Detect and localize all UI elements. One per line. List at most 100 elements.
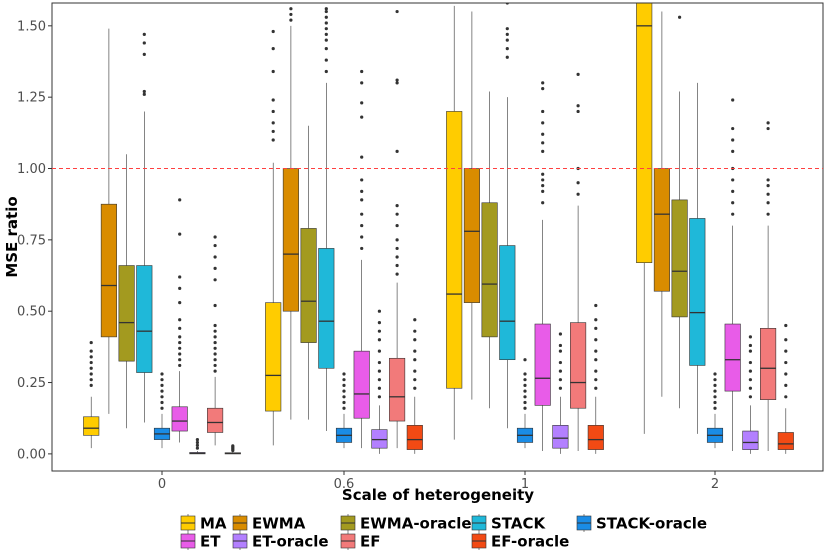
outlier-point (558, 386, 563, 390)
outlier-point (766, 126, 770, 131)
outlier-point (395, 212, 399, 216)
outlier-point (271, 138, 275, 142)
outlier-point (271, 29, 275, 34)
box-et-1 (534, 81, 551, 452)
outlier-point (395, 223, 399, 228)
outlier-point (558, 349, 563, 353)
outlier-point (594, 378, 598, 382)
box-stack-0 (136, 32, 153, 423)
outlier-point (377, 369, 381, 373)
box-ef-2 (760, 121, 777, 452)
outlier-point (678, 15, 682, 19)
outlier-point (558, 360, 563, 365)
box-body (207, 407, 224, 433)
outlier-point (195, 443, 199, 447)
outlier-point (523, 406, 527, 410)
outlier-point (505, 38, 509, 42)
outlier-point (360, 212, 364, 216)
outlier-point (594, 358, 598, 362)
outlier-point (523, 378, 527, 382)
outlier-point (360, 178, 364, 182)
outlier-point (89, 378, 93, 382)
box-ma-0 (83, 340, 100, 449)
outlier-point (213, 266, 217, 270)
outlier-point (377, 338, 381, 342)
box-body (671, 199, 688, 318)
outlier-point (271, 69, 275, 74)
outlier-point (713, 378, 717, 382)
outlier-point (713, 395, 717, 399)
outlier-point (89, 372, 93, 376)
legend-label: EF-oracle (491, 533, 569, 551)
box-stack-1 (499, 3, 516, 429)
outlier-point (541, 184, 545, 188)
outlier-point (360, 223, 364, 228)
outlier-point (731, 149, 735, 153)
outlier-point (377, 360, 381, 365)
legend-item-stack: STACK (471, 514, 546, 533)
outlier-point (505, 47, 509, 51)
outlier-point (395, 246, 399, 251)
box-ma-1 (446, 5, 463, 440)
y-tick-label: 1.00 (17, 162, 46, 177)
outlier-point (195, 440, 199, 445)
outlier-point (505, 32, 509, 36)
box-ewma-oracle-1 (481, 91, 498, 409)
outlier-point (178, 198, 182, 202)
outlier-point (594, 318, 598, 322)
outlier-point (594, 349, 598, 353)
box-body (353, 350, 370, 419)
box-body (689, 218, 706, 366)
outlier-point (541, 87, 545, 91)
box-et-2 (724, 98, 741, 452)
outlier-point (178, 340, 182, 345)
outlier-point (523, 358, 527, 362)
box-body (653, 168, 670, 292)
outlier-point (360, 115, 364, 119)
outlier-point (213, 278, 217, 282)
outlier-point (89, 383, 93, 387)
box-body (371, 429, 388, 449)
y-tick-label: 0.75 (17, 233, 46, 248)
outlier-point (766, 192, 770, 196)
outlier-point (342, 378, 346, 382)
x-tick-label: 1 (521, 477, 529, 492)
outlier-point (289, 12, 293, 17)
outlier-point (160, 406, 164, 410)
outlier-point (178, 363, 182, 368)
outlier-point (142, 92, 146, 96)
outlier-point (748, 335, 753, 339)
box-stack-oracle-2 (706, 372, 724, 449)
legend-item-stack-oracle: STACK-oracle (576, 514, 707, 533)
outlier-point (784, 372, 788, 376)
box-body (636, 3, 653, 263)
outlier-point (731, 212, 735, 216)
box-stack-oracle-0 (153, 372, 171, 449)
outlier-point (784, 349, 788, 353)
outlier-point (395, 263, 399, 268)
box-ef-0.6 (389, 9, 406, 449)
x-tick-label: 0 (158, 477, 166, 492)
box-et-0 (171, 198, 188, 443)
outlier-point (541, 121, 545, 125)
y-tick-label: 1.25 (17, 91, 46, 106)
box-stack-oracle-0.6 (335, 372, 353, 449)
outlier-point (360, 155, 364, 159)
outlier-point (142, 89, 146, 94)
outlier-point (89, 355, 93, 359)
box-body (760, 328, 777, 400)
outlier-point (342, 400, 346, 405)
outlier-point (213, 243, 217, 248)
outlier-point (395, 238, 399, 242)
outlier-point (395, 78, 399, 82)
outlier-point (213, 358, 217, 362)
outlier-point (395, 255, 399, 259)
box-stack-oracle-1 (516, 358, 534, 449)
outlier-point (731, 189, 735, 193)
outlier-point (178, 326, 182, 330)
box-body (171, 406, 188, 432)
boxes-layer (83, 3, 794, 455)
outlier-point (748, 343, 753, 348)
